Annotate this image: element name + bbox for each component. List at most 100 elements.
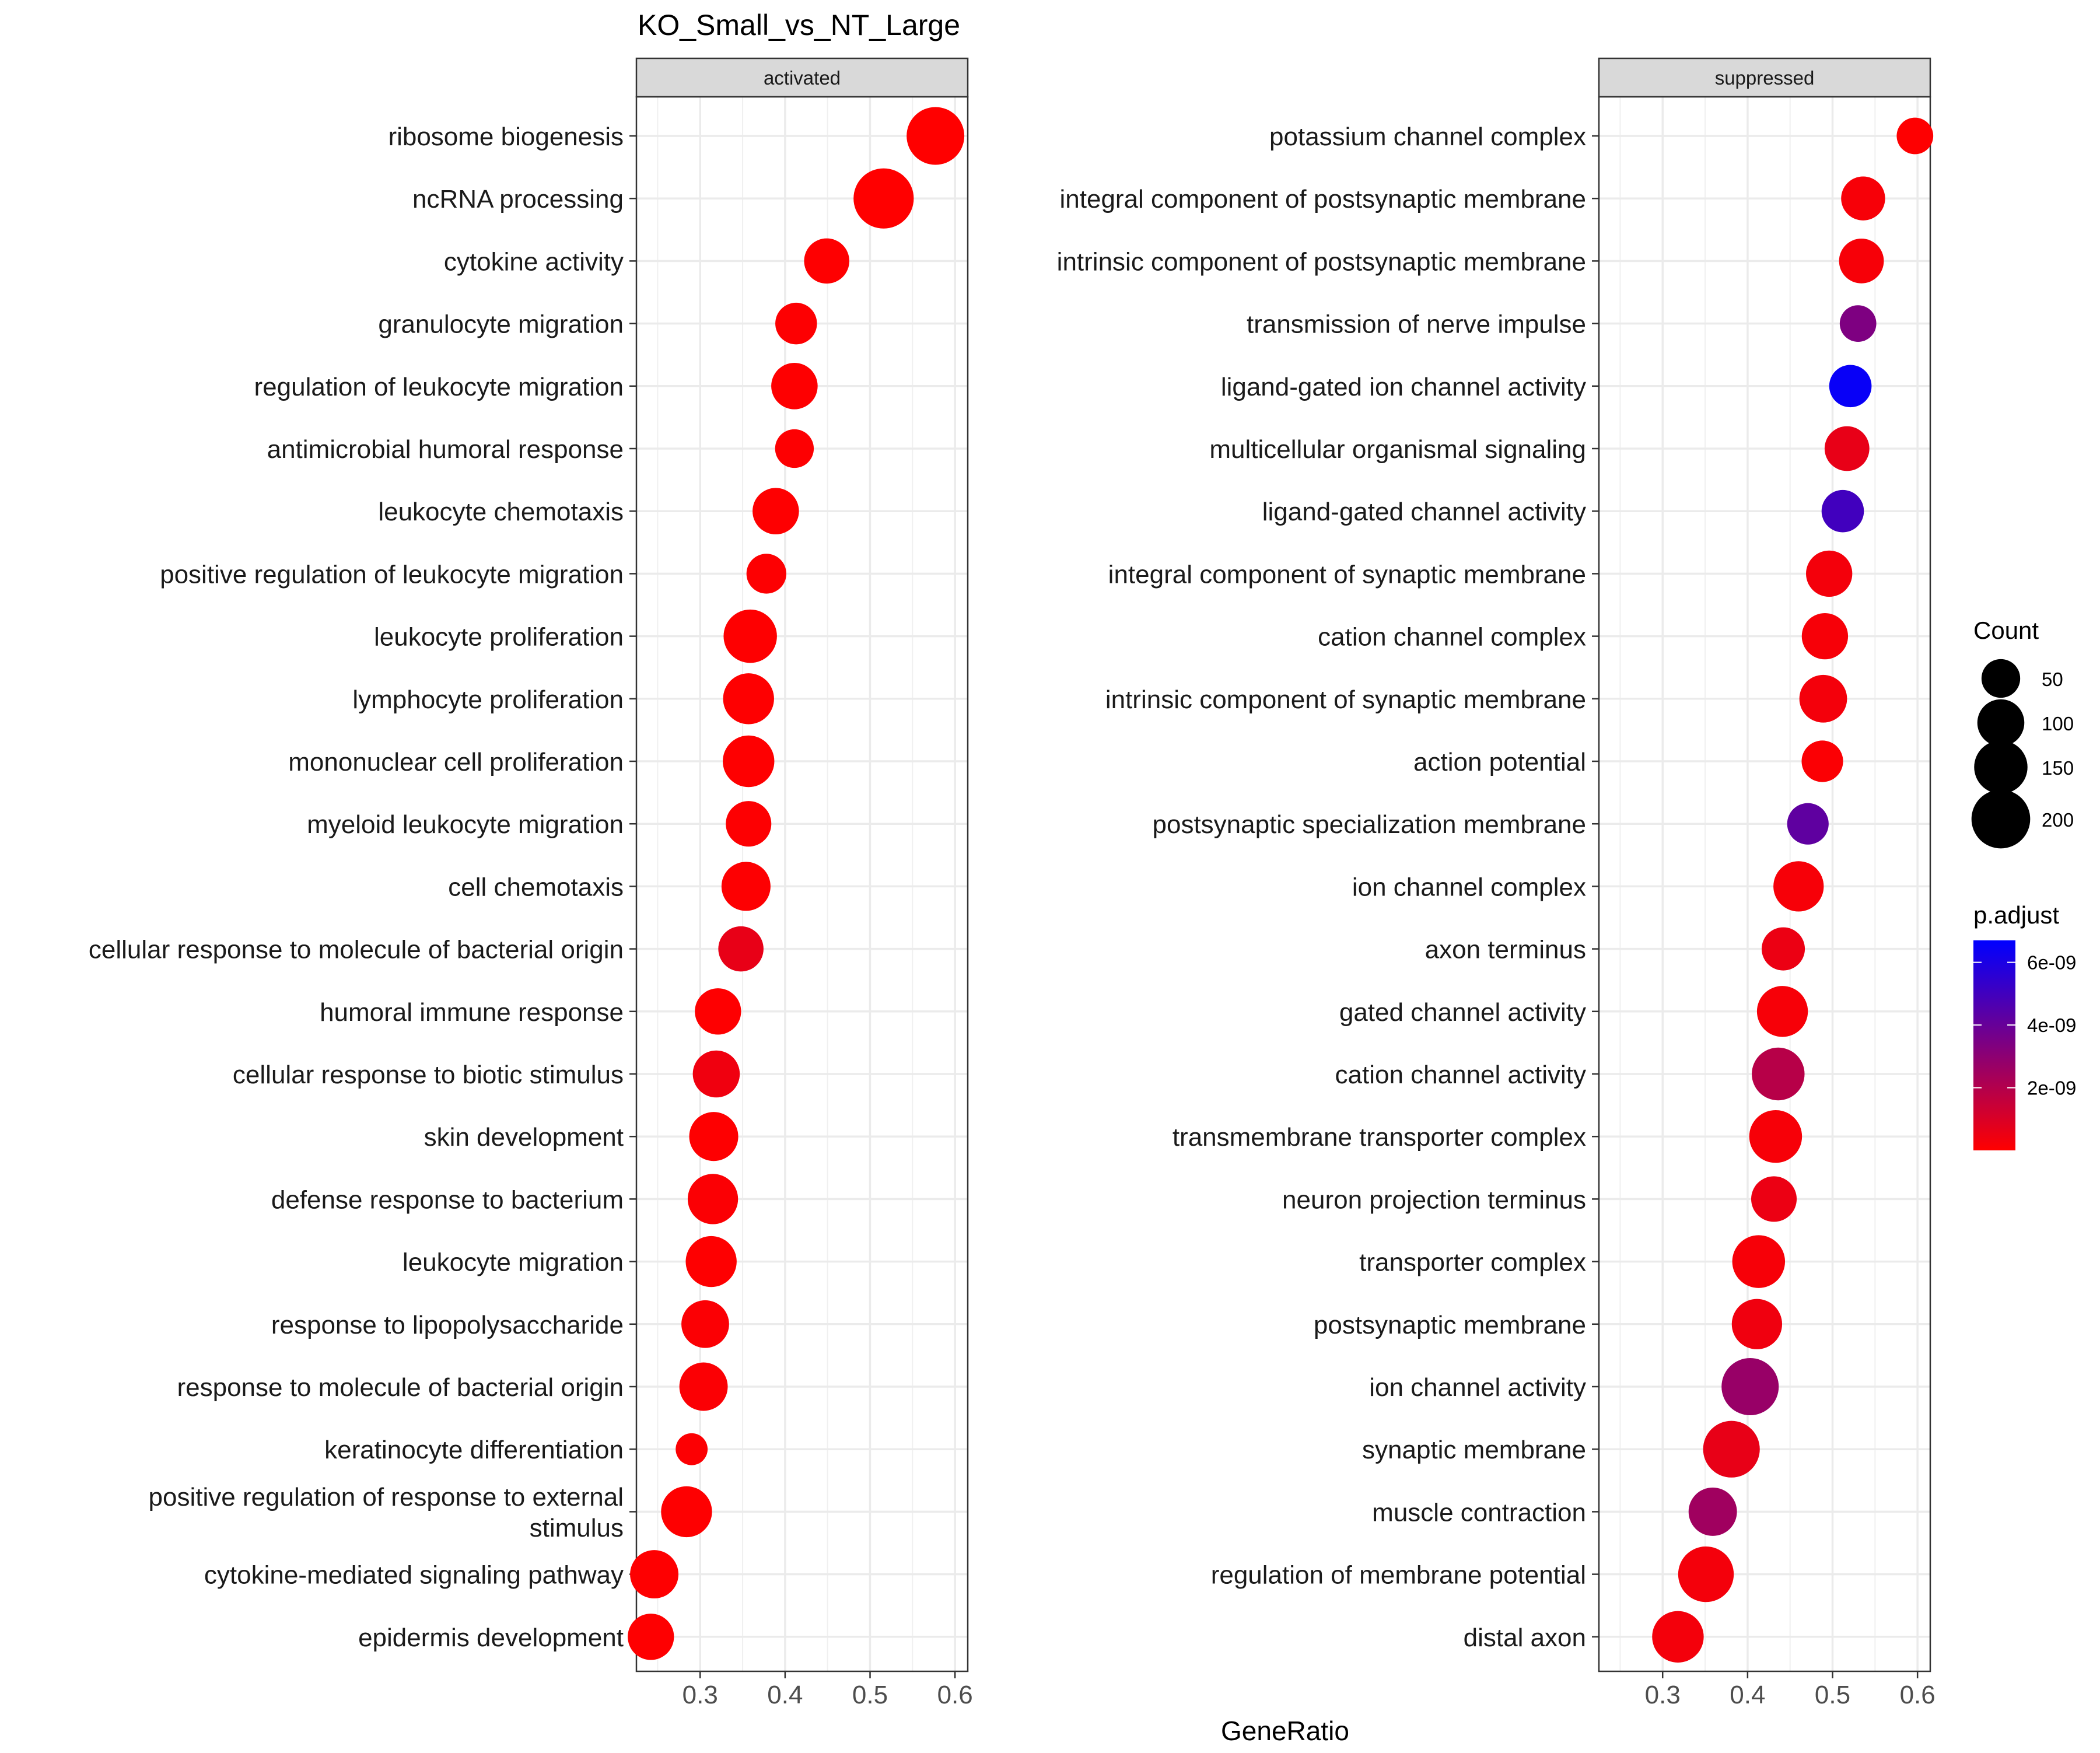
y-axis-label: leukocyte chemotaxis	[378, 498, 624, 526]
panel-activated: activated ribosome biogenesis ncRNA proces…	[89, 57, 973, 1709]
y-axis-label: transmission of nerve impulse	[1247, 310, 1586, 339]
data-point	[1678, 1546, 1734, 1602]
data-point	[775, 302, 817, 345]
data-point	[746, 554, 786, 594]
y-axis-label: regulation of membrane potential	[1211, 1561, 1586, 1590]
y-axis-label: epidermis development	[358, 1623, 624, 1652]
y-axis-label: humoral immune response	[320, 998, 624, 1027]
data-point	[1801, 740, 1843, 782]
count-legend-title: Count	[1973, 617, 2039, 644]
y-axis-label: muscle contraction	[1372, 1498, 1586, 1527]
y-axis-label: leukocyte proliferation	[374, 623, 624, 652]
y-axis-label: skin development	[424, 1123, 624, 1152]
data-point	[775, 429, 814, 468]
y-axis-label: axon terminus	[1425, 936, 1586, 964]
facet-strip	[635, 57, 969, 98]
x-tick-label: 0.5	[1815, 1681, 1850, 1709]
y-axis-label: cation channel complex	[1318, 623, 1586, 652]
data-point	[1839, 239, 1884, 284]
data-point	[771, 363, 818, 410]
count-legend-key	[1981, 659, 2021, 698]
x-tick-label: 0.3	[1645, 1681, 1681, 1709]
y-axis-label: postsynaptic specialization membrane	[1153, 810, 1587, 839]
y-axis-label: cellular response to biotic stimulus	[233, 1061, 624, 1089]
data-point	[718, 926, 764, 972]
count-legend-label: 150	[2042, 757, 2074, 779]
y-axis-label: transporter complex	[1359, 1248, 1586, 1277]
data-point	[1721, 1357, 1779, 1416]
data-point	[661, 1486, 712, 1538]
y-axis-label: regulation of leukocyte migration	[254, 373, 624, 401]
data-point	[630, 1550, 679, 1599]
padj-tick-label: 6e-09	[2027, 952, 2076, 974]
data-point	[721, 862, 771, 911]
y-axis-label: cytokine activity	[444, 247, 624, 276]
y-axis-label: multicellular organismal signaling	[1209, 435, 1586, 464]
data-point	[853, 168, 914, 229]
y-axis-label: ligand-gated ion channel activity	[1221, 373, 1586, 401]
y-axis-label: stimulus	[530, 1514, 624, 1542]
y-axis-label: integral component of synaptic membrane	[1108, 560, 1586, 589]
data-point	[723, 735, 775, 788]
facet-label: activated	[764, 67, 841, 89]
y-axis-label: lymphocyte proliferation	[352, 685, 624, 714]
padj-tick-label: 2e-09	[2027, 1077, 2076, 1099]
data-point	[723, 673, 774, 725]
y-axis-label: defense response to bacterium	[271, 1185, 624, 1214]
data-point	[907, 107, 965, 165]
panel-suppressed: suppressed potassium channel complex integ…	[1057, 57, 1936, 1709]
y-axis-label: action potential	[1413, 748, 1586, 776]
y-axis-label: intrinsic component of postsynaptic memb…	[1057, 247, 1586, 276]
y-axis-label: ligand-gated channel activity	[1262, 498, 1586, 526]
data-point	[676, 1433, 708, 1465]
y-axis-label: positive regulation of response to exter…	[149, 1483, 624, 1511]
y-axis-label: potassium channel complex	[1269, 123, 1586, 151]
data-point	[1821, 489, 1864, 533]
count-legend-label: 100	[2042, 713, 2074, 734]
data-point	[1703, 1420, 1760, 1478]
data-point	[1751, 1176, 1797, 1222]
data-point	[1896, 117, 1934, 155]
data-point	[1652, 1611, 1704, 1663]
data-point	[1688, 1487, 1737, 1536]
data-point	[687, 1174, 738, 1224]
y-axis-label: synaptic membrane	[1362, 1436, 1586, 1464]
count-legend-label: 50	[2042, 669, 2063, 690]
data-point	[1787, 803, 1829, 845]
y-axis-label: granulocyte migration	[378, 310, 624, 339]
y-axis-label: leukocyte migration	[402, 1248, 624, 1277]
y-axis-label: positive regulation of leukocyte migrati…	[160, 560, 624, 589]
data-point	[681, 1300, 729, 1348]
data-point	[723, 609, 777, 663]
padj-colorbar	[1973, 940, 2015, 1150]
data-point	[1841, 176, 1885, 221]
data-point	[685, 1236, 737, 1287]
y-axis-label: cellular response to molecule of bacteri…	[89, 936, 624, 964]
y-axis-label: intrinsic component of synaptic membrane	[1105, 685, 1586, 714]
data-point	[726, 801, 772, 847]
data-point	[1749, 1110, 1803, 1163]
count-legend: Count 50 100 150 200	[1971, 617, 2074, 849]
y-axis-label: response to lipopolysaccharide	[271, 1311, 624, 1339]
y-axis-label: cell chemotaxis	[448, 873, 624, 901]
data-point	[692, 1050, 740, 1098]
y-axis-label: ion channel activity	[1369, 1373, 1586, 1402]
chart-title: KO_Small_vs_NT_Large	[638, 9, 960, 41]
y-axis-label: response to molecule of bacterial origin	[177, 1373, 624, 1402]
y-axis-label: antimicrobial humoral response	[267, 435, 624, 464]
y-axis-label: myeloid leukocyte migration	[307, 810, 624, 839]
data-point	[1762, 927, 1805, 971]
data-point	[1801, 613, 1849, 660]
data-point	[752, 488, 799, 534]
data-point	[628, 1614, 674, 1660]
data-point	[1731, 1299, 1783, 1349]
data-point	[1732, 1235, 1786, 1288]
panel-border	[1598, 96, 1931, 1672]
data-point	[804, 238, 850, 284]
y-axis-label: mononuclear cell proliferation	[288, 748, 624, 776]
facet-label: suppressed	[1715, 67, 1815, 89]
panels-layer: activated ribosome biogenesis ncRNA proces…	[89, 57, 1936, 1709]
data-point	[1829, 365, 1872, 408]
count-legend-key	[1974, 740, 2028, 794]
